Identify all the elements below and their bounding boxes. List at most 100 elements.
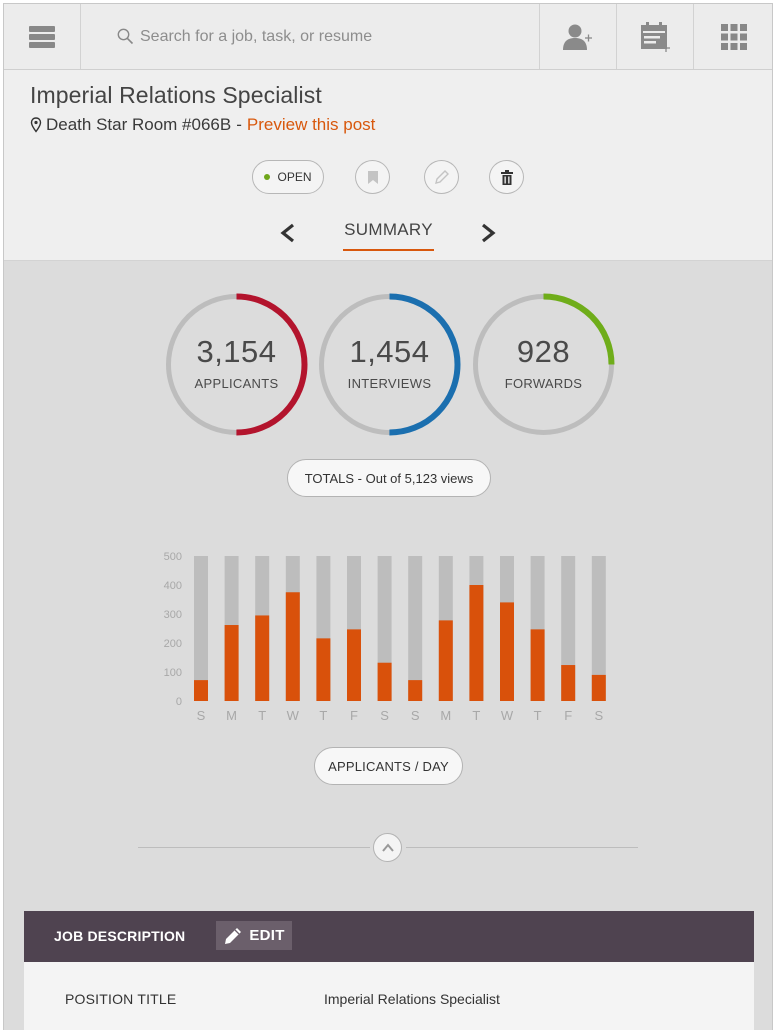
tab-summary[interactable]: SUMMARY (344, 220, 433, 239)
job-location: Death Star Room #066B - Preview this pos… (30, 115, 375, 135)
y-tick-label: 100 (164, 667, 182, 679)
totals-toggle-button[interactable]: TOTALS - Out of 5,123 views (287, 459, 491, 497)
ring-interviews: 1,454 INTERVIEWS (317, 292, 462, 437)
job-actions: OPEN (4, 160, 772, 196)
applicants-count: 3,154 (196, 334, 277, 369)
job-description-header: JOB DESCRIPTION EDIT (24, 911, 754, 962)
bar-value[interactable] (316, 638, 331, 701)
collapse-button[interactable] (373, 833, 402, 862)
pencil-icon (225, 927, 242, 944)
job-description-title: JOB DESCRIPTION (54, 928, 186, 944)
x-tick-label: T (319, 708, 327, 723)
bookmark-button[interactable] (355, 160, 390, 194)
add-user-button[interactable] (540, 4, 617, 69)
search-icon (117, 28, 134, 45)
y-tick-label: 400 (164, 580, 182, 592)
tab-active-indicator (343, 249, 434, 251)
x-tick-label: S (380, 708, 389, 723)
job-header: Imperial Relations Specialist Death Star… (4, 70, 772, 261)
status-dot-icon (264, 174, 271, 180)
y-tick-label: 0 (176, 696, 182, 708)
collapse-divider (4, 832, 772, 862)
interviews-label: INTERVIEWS (347, 376, 432, 391)
divider-line-right (406, 847, 638, 848)
bar-value[interactable] (224, 625, 239, 701)
bar-chart-svg: 500 400 300 200 100 0 S M T W T F S S M T W T F S (164, 551, 606, 723)
ring-applicants-graphic (165, 293, 308, 436)
applicants-label: APPLICANTS (194, 376, 279, 391)
bar-value[interactable] (285, 592, 300, 701)
x-tick-label: S (594, 708, 603, 723)
preview-post-link[interactable]: Preview this post (246, 115, 376, 134)
y-tick-label: 300 (164, 609, 182, 621)
bookmark-icon (367, 170, 378, 184)
status-label: OPEN (277, 170, 312, 184)
x-tick-label: T (472, 708, 480, 723)
bar-track (591, 556, 606, 701)
bar-value[interactable] (438, 620, 453, 701)
x-tick-label: M (440, 708, 451, 723)
x-tick-label: T (258, 708, 266, 723)
forwards-count: 928 (516, 334, 571, 369)
position-title-value: Imperial Relations Specialist (324, 991, 500, 1007)
ring-forwards-graphic (472, 293, 615, 436)
forwards-label: FORWARDS (504, 376, 583, 391)
x-tick-label: S (411, 708, 420, 723)
bar-value[interactable] (408, 680, 423, 701)
location-separator: - (236, 115, 242, 134)
ring-forwards: 928 FORWARDS (471, 292, 616, 437)
y-tick-label: 200 (164, 638, 182, 650)
bar-track (408, 556, 423, 701)
pencil-icon (434, 170, 449, 184)
y-tick-label: 500 (164, 551, 182, 563)
apps-button[interactable] (694, 4, 772, 69)
add-event-button[interactable] (617, 4, 694, 69)
bar-value[interactable] (591, 674, 606, 701)
chevron-up-icon (381, 842, 394, 852)
applicants-per-day-chart: 500 400 300 200 100 0 S M T W T F S S M T W T F S (4, 544, 772, 734)
bar-value[interactable] (500, 602, 514, 701)
menu-button[interactable] (4, 4, 81, 69)
add-user-icon (563, 24, 592, 50)
x-tick-label: M (226, 708, 237, 723)
divider-line-left (138, 847, 370, 848)
search-bar (81, 4, 540, 69)
ring-applicants: 3,154 APPLICANTS (164, 292, 309, 437)
edit-post-button[interactable] (424, 160, 459, 194)
x-tick-label: T (534, 708, 542, 723)
view-switcher: SUMMARY (4, 214, 772, 254)
ring-interviews-graphic (318, 293, 461, 436)
x-tick-label: F (350, 708, 358, 723)
bar-value[interactable] (530, 629, 545, 701)
delete-post-button[interactable] (489, 160, 524, 194)
status-badge-open[interactable]: OPEN (252, 160, 324, 194)
chevron-right-icon[interactable] (478, 222, 498, 244)
x-tick-label: F (564, 708, 572, 723)
calendar-add-icon (641, 21, 670, 52)
x-tick-label: W (287, 708, 300, 723)
bar-track (194, 556, 208, 701)
top-bar (4, 4, 772, 70)
bar-value[interactable] (469, 585, 484, 701)
interviews-count: 1,454 (349, 334, 430, 369)
bar-value[interactable] (561, 665, 576, 701)
app-frame: Imperial Relations Specialist Death Star… (3, 3, 773, 1030)
chevron-left-icon[interactable] (278, 222, 298, 244)
location-pin-icon (30, 117, 42, 133)
edit-description-button[interactable]: EDIT (216, 921, 292, 950)
chart-metric-toggle-button[interactable]: APPLICANTS / DAY (314, 747, 463, 785)
bar-value[interactable] (347, 629, 361, 701)
bar-value[interactable] (194, 680, 208, 701)
x-tick-label: S (197, 708, 206, 723)
edit-label: EDIT (249, 927, 285, 944)
totals-rings: 3,154 APPLICANTS 1,454 INTERVIEWS 928 FO… (4, 292, 772, 437)
bar-track (561, 556, 576, 701)
menu-icon (29, 25, 55, 48)
search-input[interactable] (140, 27, 520, 46)
apps-grid-icon (721, 23, 747, 50)
job-description-body: POSITION TITLE Imperial Relations Specia… (24, 962, 754, 1030)
bar-value[interactable] (377, 662, 392, 701)
job-title: Imperial Relations Specialist (30, 82, 322, 108)
bar-value[interactable] (255, 615, 270, 701)
x-tick-label: W (501, 708, 514, 723)
